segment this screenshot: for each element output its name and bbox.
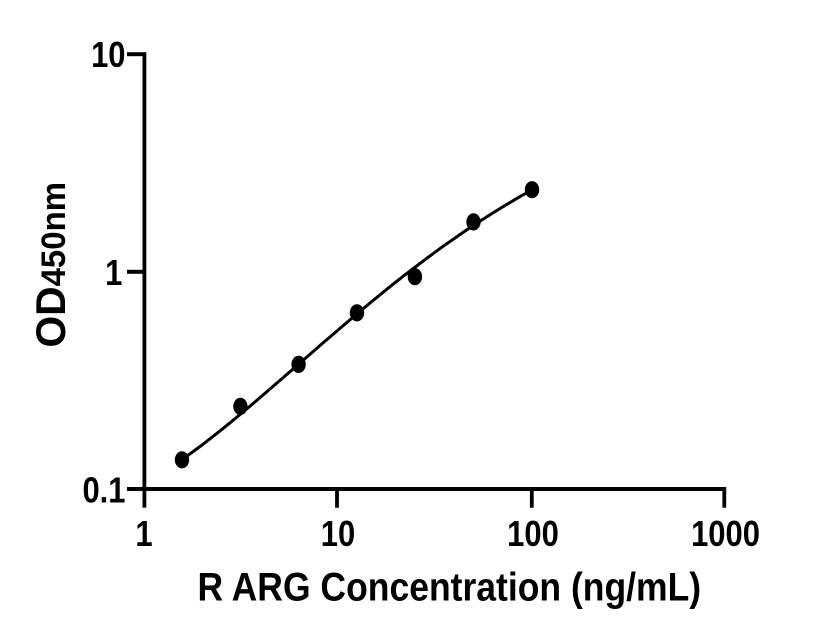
svg-text:0.1: 0.1 bbox=[82, 472, 125, 512]
svg-text:100: 100 bbox=[507, 515, 559, 555]
svg-text:1: 1 bbox=[135, 515, 152, 555]
svg-text:1000: 1000 bbox=[691, 515, 760, 555]
svg-text:OD450nm: OD450nm bbox=[27, 182, 74, 348]
svg-text:10: 10 bbox=[91, 36, 125, 76]
svg-text:R ARG Concentration (ng/mL): R ARG Concentration (ng/mL) bbox=[197, 566, 701, 610]
svg-text:1: 1 bbox=[105, 254, 122, 294]
svg-text:10: 10 bbox=[321, 515, 355, 555]
